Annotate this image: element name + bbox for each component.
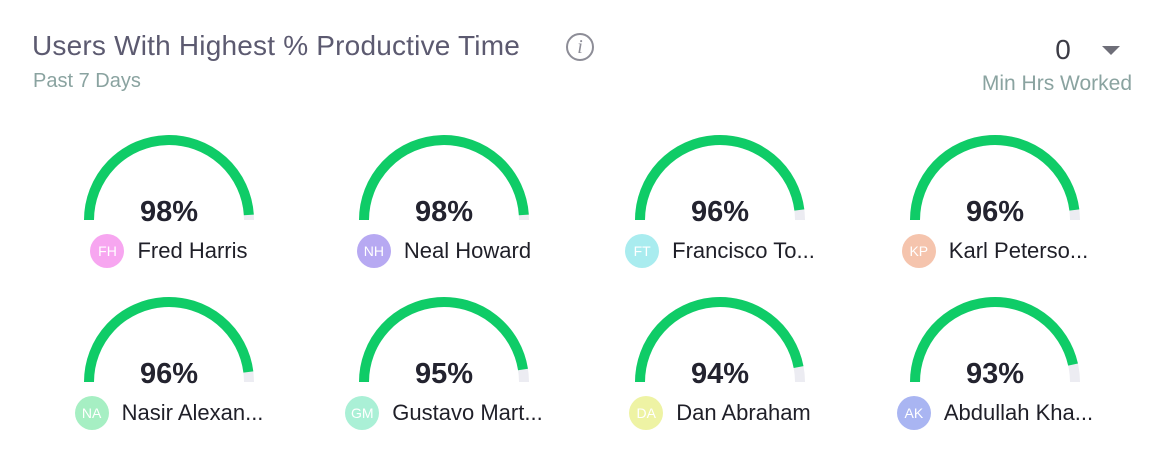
gauge-fill: [84, 297, 254, 383]
productive-percent: 96%: [690, 196, 750, 228]
avatar: FH: [90, 234, 125, 268]
productive-percent: 98%: [139, 196, 199, 228]
gauge-fill: [359, 135, 529, 221]
user-row: NA Nasir Alexan...: [31, 396, 307, 430]
date-range-label: Past 7 Days: [33, 70, 141, 92]
productivity-gauge: [910, 135, 1080, 221]
user-card[interactable]: 94% DA Dan Abraham: [582, 296, 858, 446]
productive-percent: 94%: [690, 358, 750, 390]
user-card[interactable]: 93% AK Abdullah Kha...: [857, 296, 1133, 446]
info-icon[interactable]: i: [566, 33, 594, 61]
productivity-gauge: [359, 297, 529, 383]
avatar: AK: [896, 396, 931, 430]
gauge-fill: [635, 297, 804, 383]
user-row: GM Gustavo Mart...: [306, 396, 582, 430]
user-name[interactable]: Francisco To...: [672, 238, 815, 263]
user-card[interactable]: 98% FH Fred Harris: [31, 134, 307, 284]
avatar: NA: [74, 396, 109, 430]
gauge-fill: [910, 135, 1080, 221]
productivity-gauge: [84, 297, 254, 383]
user-name[interactable]: Abdullah Kha...: [943, 400, 1094, 425]
avatar: GM: [345, 396, 380, 430]
avatar: NH: [356, 234, 391, 268]
user-card[interactable]: 96% KP Karl Peterso...: [857, 134, 1133, 284]
productive-percent: 96%: [139, 358, 199, 390]
user-card[interactable]: 98% NH Neal Howard: [306, 134, 582, 284]
chevron-down-icon[interactable]: [1102, 46, 1120, 55]
user-name[interactable]: Dan Abraham: [676, 400, 811, 425]
productivity-gauge: [359, 135, 529, 221]
productive-percent: 96%: [965, 196, 1025, 228]
user-name[interactable]: Nasir Alexan...: [121, 400, 264, 425]
gauge-fill: [359, 297, 528, 383]
gauge-fill: [84, 135, 254, 221]
min-hours-select-value[interactable]: 0: [1055, 34, 1071, 65]
productivity-gauge: [635, 297, 805, 383]
productive-percent: 98%: [414, 196, 474, 228]
user-row: FT Francisco To...: [582, 234, 858, 268]
user-name[interactable]: Karl Peterso...: [948, 238, 1089, 263]
productivity-gauge: [910, 297, 1080, 383]
gauge-fill: [635, 135, 805, 221]
productivity-gauge: [84, 135, 254, 221]
avatar: DA: [629, 396, 664, 430]
user-row: KP Karl Peterso...: [857, 234, 1133, 268]
user-row: AK Abdullah Kha...: [857, 396, 1133, 430]
productive-percent: 95%: [414, 358, 474, 390]
productivity-gauge: [635, 135, 805, 221]
user-card[interactable]: 95% GM Gustavo Mart...: [306, 296, 582, 446]
user-row: FH Fred Harris: [31, 234, 307, 268]
user-name[interactable]: Gustavo Mart...: [392, 400, 543, 425]
user-row: NH Neal Howard: [306, 234, 582, 268]
user-card[interactable]: 96% FT Francisco To...: [582, 134, 858, 284]
user-row: DA Dan Abraham: [582, 396, 858, 430]
gauge-fill: [910, 297, 1078, 383]
avatar: KP: [901, 234, 936, 268]
productive-percent: 93%: [965, 358, 1025, 390]
user-name[interactable]: Fred Harris: [137, 238, 248, 263]
min-hours-label: Min Hrs Worked: [981, 72, 1132, 95]
widget-title: Users With Highest % Productive Time: [32, 30, 521, 61]
user-card[interactable]: 96% NA Nasir Alexan...: [31, 296, 307, 446]
user-name[interactable]: Neal Howard: [403, 238, 532, 263]
avatar: FT: [625, 234, 660, 268]
